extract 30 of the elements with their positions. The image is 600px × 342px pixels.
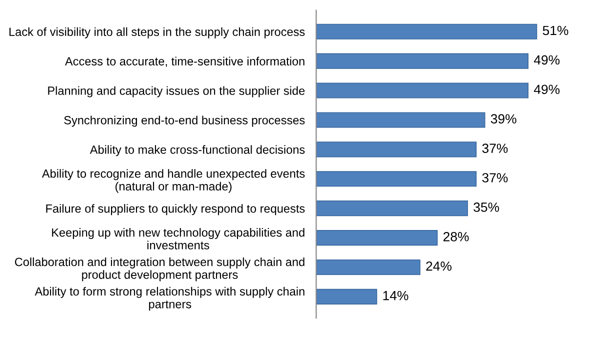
y-tick-label: Failure of suppliers to quickly respond to requests <box>46 204 305 216</box>
bar <box>316 82 528 98</box>
y-tick-label: Ability to form strong relationships with supply chain partners <box>34 286 304 311</box>
y-tick-label: Keeping up with new technology capabilities and investments <box>52 228 304 250</box>
y-tick-label: Collaboration and integration between supply chain and product development partners <box>14 257 304 282</box>
y-tick-label: Planning and capacity issues on the supplier side <box>48 86 305 98</box>
y-tick-label: Lack of visibility into all steps in the supply chain process <box>9 27 305 38</box>
bar <box>316 112 486 128</box>
bar <box>316 142 477 158</box>
bar <box>316 53 528 69</box>
y-tick-label: Synchronizing end-to-end business processes <box>64 116 305 127</box>
data-label: 37% <box>482 144 508 153</box>
data-label: 49% <box>534 55 560 65</box>
y-tick-label: Access to accurate, time-sensitive information <box>64 56 304 67</box>
data-label: 49% <box>534 84 560 94</box>
data-label: 14% <box>383 290 408 300</box>
data-label: 37% <box>482 173 508 182</box>
data-label: 39% <box>490 114 516 124</box>
data-label: 35% <box>474 202 500 212</box>
bar <box>316 24 538 40</box>
bar <box>316 171 477 187</box>
bar <box>316 200 468 216</box>
data-label: 28% <box>443 232 469 242</box>
bar <box>316 230 438 246</box>
y-tick-label: Ability to make cross-functional decisions <box>90 145 305 156</box>
data-label: 24% <box>426 261 452 271</box>
y-tick-label: Ability to recognize and handle unexpected events (natural or man-made) <box>42 169 305 193</box>
bar <box>316 288 378 304</box>
bar <box>316 259 420 276</box>
data-label: 51% <box>542 26 568 36</box>
